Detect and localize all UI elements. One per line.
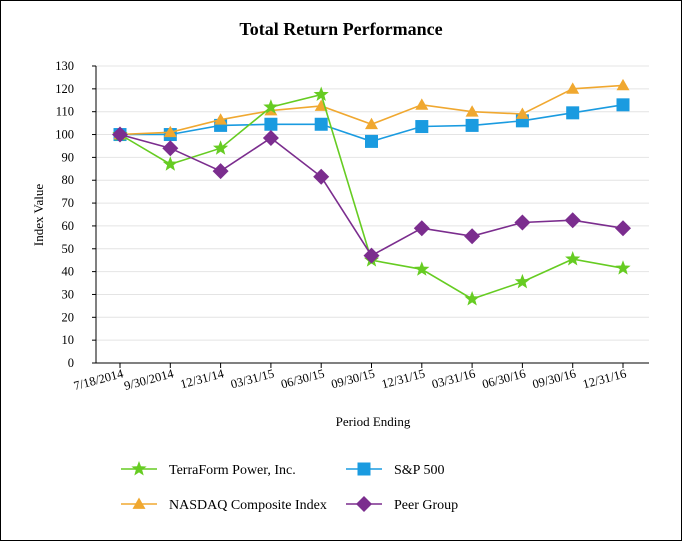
data-point-diamond — [356, 496, 372, 512]
data-point-square — [314, 117, 328, 131]
x-tick-label: 03/31/16 — [430, 366, 477, 391]
data-point-diamond — [313, 168, 330, 185]
y-axis-label: Index Value — [31, 184, 46, 246]
data-point-diamond — [363, 247, 380, 264]
data-point-diamond — [162, 140, 179, 157]
data-point-star — [131, 461, 147, 476]
legend-item: Peer Group — [346, 496, 458, 513]
legend-label: TerraForm Power, Inc. — [169, 463, 296, 478]
y-tick-label: 0 — [68, 356, 74, 370]
data-point-triangle — [566, 82, 580, 94]
data-point-star — [615, 260, 631, 275]
data-point-triangle — [465, 105, 479, 117]
data-point-square — [365, 134, 378, 148]
y-tick-label: 50 — [62, 242, 75, 256]
gridlines — [96, 65, 649, 341]
data-point-diamond — [464, 228, 481, 245]
series-line — [119, 133, 624, 257]
x-tick-label: 03/31/15 — [229, 366, 276, 391]
data-point-diamond — [514, 214, 531, 231]
y-tick-label: 100 — [55, 128, 74, 142]
legend-label: NASDAQ Composite Index — [169, 498, 327, 513]
data-point-star — [464, 291, 480, 306]
data-point-diamond — [615, 220, 631, 237]
legend: TerraForm Power, Inc. S&P 500 NASDAQ Compo… — [121, 461, 458, 513]
y-tick-label: 10 — [62, 333, 75, 347]
x-tick-label: 06/30/16 — [481, 366, 528, 391]
data-point-star — [414, 261, 430, 276]
data-point-triangle — [365, 117, 378, 130]
legend-label: S&P 500 — [394, 463, 444, 478]
x-tick-label: 12/31/14 — [179, 366, 226, 391]
x-tick-label: 09/30/16 — [531, 366, 578, 391]
legend-item: TerraForm Power, Inc. — [121, 461, 296, 478]
y-tick-label: 120 — [55, 82, 74, 96]
x-tick-label: 09/30/15 — [330, 366, 377, 391]
series-group — [112, 78, 631, 306]
y-tick-label: 30 — [62, 287, 75, 301]
y-tick-labels: 0 10 20 30 40 50 60 70 80 90 100 110 120 130 — [55, 59, 74, 370]
legend-item: NASDAQ Composite Index — [121, 497, 327, 513]
data-point-diamond — [212, 163, 229, 180]
y-tick-label: 60 — [62, 219, 75, 233]
data-point-triangle — [616, 78, 630, 91]
data-point-diamond — [112, 126, 128, 143]
y-tick-label: 90 — [62, 150, 75, 164]
x-axis-label: Period Ending — [336, 414, 411, 429]
data-point-square — [616, 98, 630, 112]
data-point-square — [465, 118, 479, 132]
y-tick-label: 70 — [62, 196, 75, 210]
data-point-triangle — [132, 497, 146, 509]
x-tick-label: 06/30/15 — [279, 366, 326, 391]
y-tick-label: 20 — [62, 310, 75, 324]
legend-label: Peer Group — [394, 498, 458, 513]
data-point-star — [263, 99, 279, 114]
y-tick-label: 40 — [62, 265, 75, 279]
data-point-square — [357, 462, 371, 476]
data-point-diamond — [564, 212, 581, 229]
chart-title: Total Return Performance — [239, 19, 442, 39]
data-point-square — [415, 120, 429, 134]
data-point-star — [313, 86, 329, 102]
data-point-square — [566, 106, 580, 120]
series-peer-group — [112, 126, 631, 264]
legend-item: S&P 500 — [346, 462, 444, 478]
data-point-star — [212, 140, 229, 155]
data-point-star — [565, 251, 581, 266]
x-tick-label: 7/18/2014 — [72, 366, 125, 393]
data-point-diamond — [413, 220, 430, 237]
data-point-square — [264, 117, 278, 131]
data-point-triangle — [515, 107, 529, 119]
data-point-triangle — [163, 125, 177, 138]
x-tick-label: 12/31/15 — [380, 366, 427, 391]
data-point-star — [514, 273, 531, 289]
data-point-triangle — [214, 113, 228, 125]
data-point-triangle — [415, 98, 429, 110]
data-point-diamond — [262, 129, 279, 146]
y-tick-label: 110 — [56, 105, 74, 119]
y-tick-label: 130 — [55, 59, 74, 73]
x-tick-label: 9/30/2014 — [122, 366, 175, 393]
x-tick-label: 12/31/16 — [581, 366, 628, 391]
y-tick-label: 80 — [62, 173, 75, 187]
axes — [92, 65, 649, 368]
data-point-star — [162, 156, 178, 171]
